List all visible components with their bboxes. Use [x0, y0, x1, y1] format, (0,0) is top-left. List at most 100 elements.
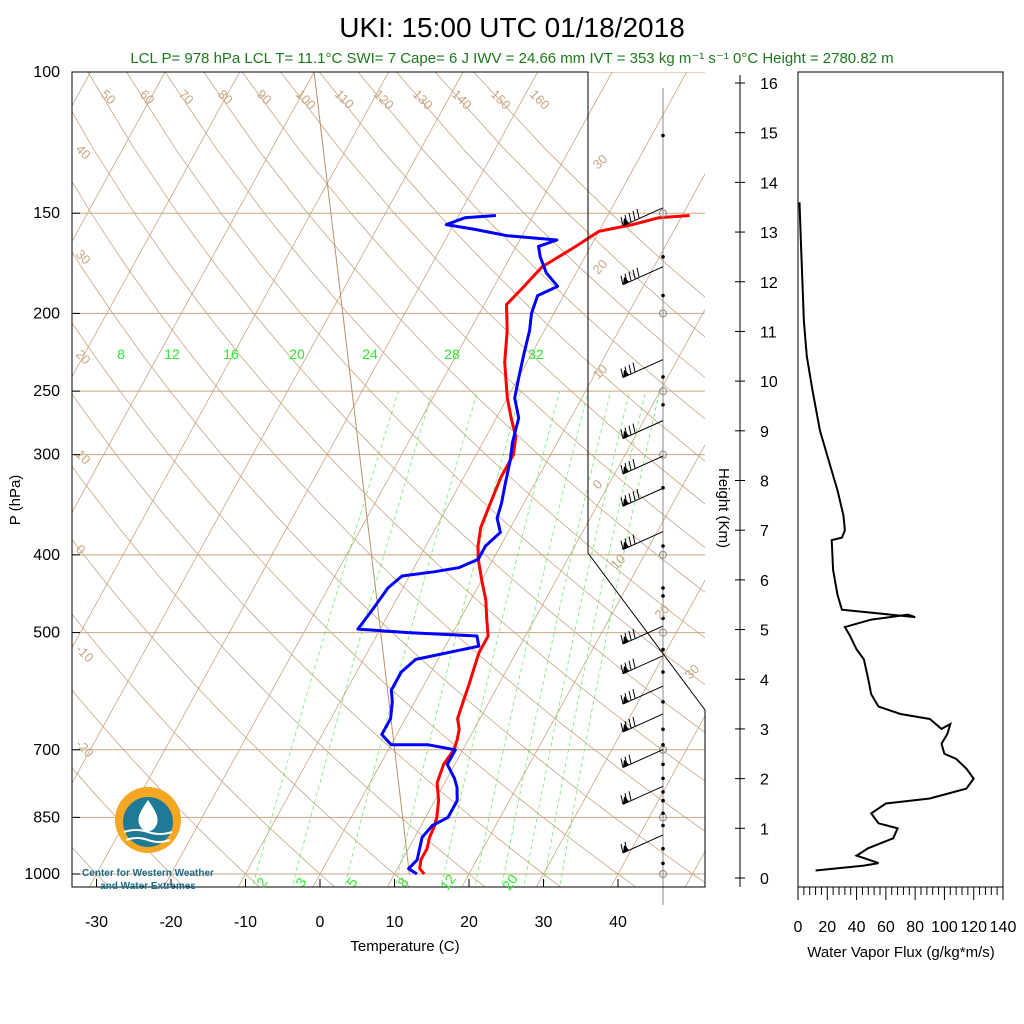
wind-barb-feather: [628, 630, 632, 641]
wind-barb-flag: [623, 217, 629, 226]
wind-barb-flag: [623, 696, 629, 705]
wind-barb-feather: [620, 216, 624, 226]
wind-barb-staff: [622, 420, 664, 440]
isotherm-label: 10: [73, 447, 94, 468]
flux-y-tick-label: 6: [760, 573, 769, 590]
y-tick-label: 500: [33, 625, 60, 642]
mixing-ratio-label: 12: [164, 346, 180, 362]
mixing-ratio-label: 32: [528, 346, 544, 362]
dry-adiabat-line: [87, 72, 705, 733]
flux-y-tick-label: 12: [760, 275, 778, 292]
wind-barb-feather: [628, 660, 632, 670]
wind-barb-level-dot: [661, 586, 665, 590]
wind-barb-level-dot: [661, 762, 665, 767]
x-tick-label: -20: [159, 914, 182, 931]
y-tick-label: 250: [33, 383, 60, 400]
wind-barb-flag: [623, 636, 629, 645]
wind-barbs: [620, 88, 667, 905]
flux-y-tick-label: 11: [760, 324, 777, 341]
dry-adiabat-line: [473, 72, 705, 298]
wind-barb-feather: [620, 634, 624, 645]
wind-barb-feather: [628, 690, 632, 701]
wind-barb-level-dot: [661, 727, 665, 732]
wind-barb-feather: [628, 271, 632, 281]
y-axis-label: P (hPa): [7, 475, 24, 526]
skewt-frame: [71, 71, 706, 888]
wind-barb-flag: [623, 723, 629, 732]
isotherm-label: 160: [527, 87, 553, 113]
wind-barb-level-dot: [661, 616, 665, 621]
mixing-ratio-line: [344, 391, 478, 887]
theta-label: 0: [590, 476, 606, 492]
y-tick-label: 200: [33, 305, 60, 322]
wind-barb-level-dot: [661, 647, 665, 652]
mixing-ratio-line: [542, 391, 646, 887]
logo-text-line2: and Water Extremes: [100, 881, 196, 892]
isotherm-line: [72, 72, 315, 514]
wind-barb-feather: [632, 210, 636, 220]
wind-barb-flag: [623, 466, 629, 475]
dry-adiabat-line: [72, 322, 637, 887]
isotherm-line: [72, 72, 464, 784]
dry-adiabat-line: [72, 465, 486, 887]
wind-barb-feather: [628, 460, 632, 471]
wind-barb-feather: [628, 212, 632, 222]
flux-y-tick-label: 0: [760, 871, 769, 888]
dry-adiabat-line: [72, 613, 336, 887]
mixing-ratio-label: 20: [289, 346, 305, 362]
wind-barb-flag: [623, 276, 629, 285]
flux-y-axis-label: Height (Km): [715, 468, 732, 548]
mixing-ratio-label: 2: [253, 874, 271, 890]
wind-barb-station-circle: [659, 628, 667, 637]
flux-y-tick-label: 4: [760, 672, 769, 689]
isotherm-label: 150: [488, 87, 514, 113]
wind-barb-level-dot: [661, 544, 665, 548]
flux-x-tick-label: 120: [960, 919, 987, 936]
wind-barb-feather: [632, 658, 636, 668]
isotherm-line: [386, 308, 705, 887]
wind-barb-feather: [620, 758, 624, 768]
wind-barb-level-dot: [661, 403, 665, 407]
wind-barb-level-dot: [661, 861, 665, 866]
wind-barb-flag: [623, 498, 629, 507]
wind-barb-feather: [628, 791, 632, 801]
mixing-ratio-line: [291, 390, 433, 887]
wind-barb-staff: [622, 455, 664, 475]
wind-barb-level-dot: [661, 811, 665, 816]
isotherm-label: 120: [371, 87, 397, 113]
wind-barb-level-dot: [661, 670, 665, 674]
y-tick-label: 1000: [24, 866, 60, 883]
wind-barb-feather: [632, 534, 636, 544]
logo-wave-icon: [123, 829, 173, 843]
wind-barb-staff: [622, 655, 664, 675]
wind-barb-station-circle: [659, 450, 667, 459]
chart-title: UKI: 15:00 UTC 01/18/2018: [339, 12, 685, 43]
isotherm-line: [163, 72, 613, 887]
wind-barb-station-circle: [659, 309, 667, 318]
isotherm-label: -20: [73, 737, 97, 761]
wind-barb-flag: [623, 541, 629, 550]
wind-barb-feather: [628, 493, 632, 503]
y-tick-label: 150: [33, 205, 60, 222]
wind-barb-feather: [620, 722, 624, 733]
wind-barb-feather: [620, 694, 624, 705]
isotherm-label: 60: [137, 87, 158, 108]
flux-x-tick-label: 140: [990, 919, 1017, 936]
wind-barb-feather: [628, 754, 632, 764]
mixing-ratio-label: 3: [292, 874, 310, 890]
chart-subtitle: LCL P= 978 hPa LCL T= 11.1°C SWI= 7 Cape…: [130, 50, 893, 67]
flux-y-tick-label: 14: [760, 175, 778, 192]
dry-adiabat-line: [357, 72, 705, 420]
wind-barb-feather: [620, 429, 624, 439]
mixing-ratio-label: 24: [362, 346, 378, 362]
wind-barb-feather: [632, 491, 636, 501]
x-tick-label: 20: [460, 914, 478, 931]
wind-barb-staff: [622, 487, 664, 507]
wind-barb-feather: [632, 458, 636, 469]
wind-barb-feather: [628, 718, 632, 729]
dry-adiabat-line: [72, 251, 705, 884]
dry-adiabat-line: [72, 180, 705, 832]
dry-adiabat-line: [72, 110, 705, 782]
wind-barb-feather: [620, 368, 624, 378]
wind-barb-feather: [632, 628, 636, 639]
